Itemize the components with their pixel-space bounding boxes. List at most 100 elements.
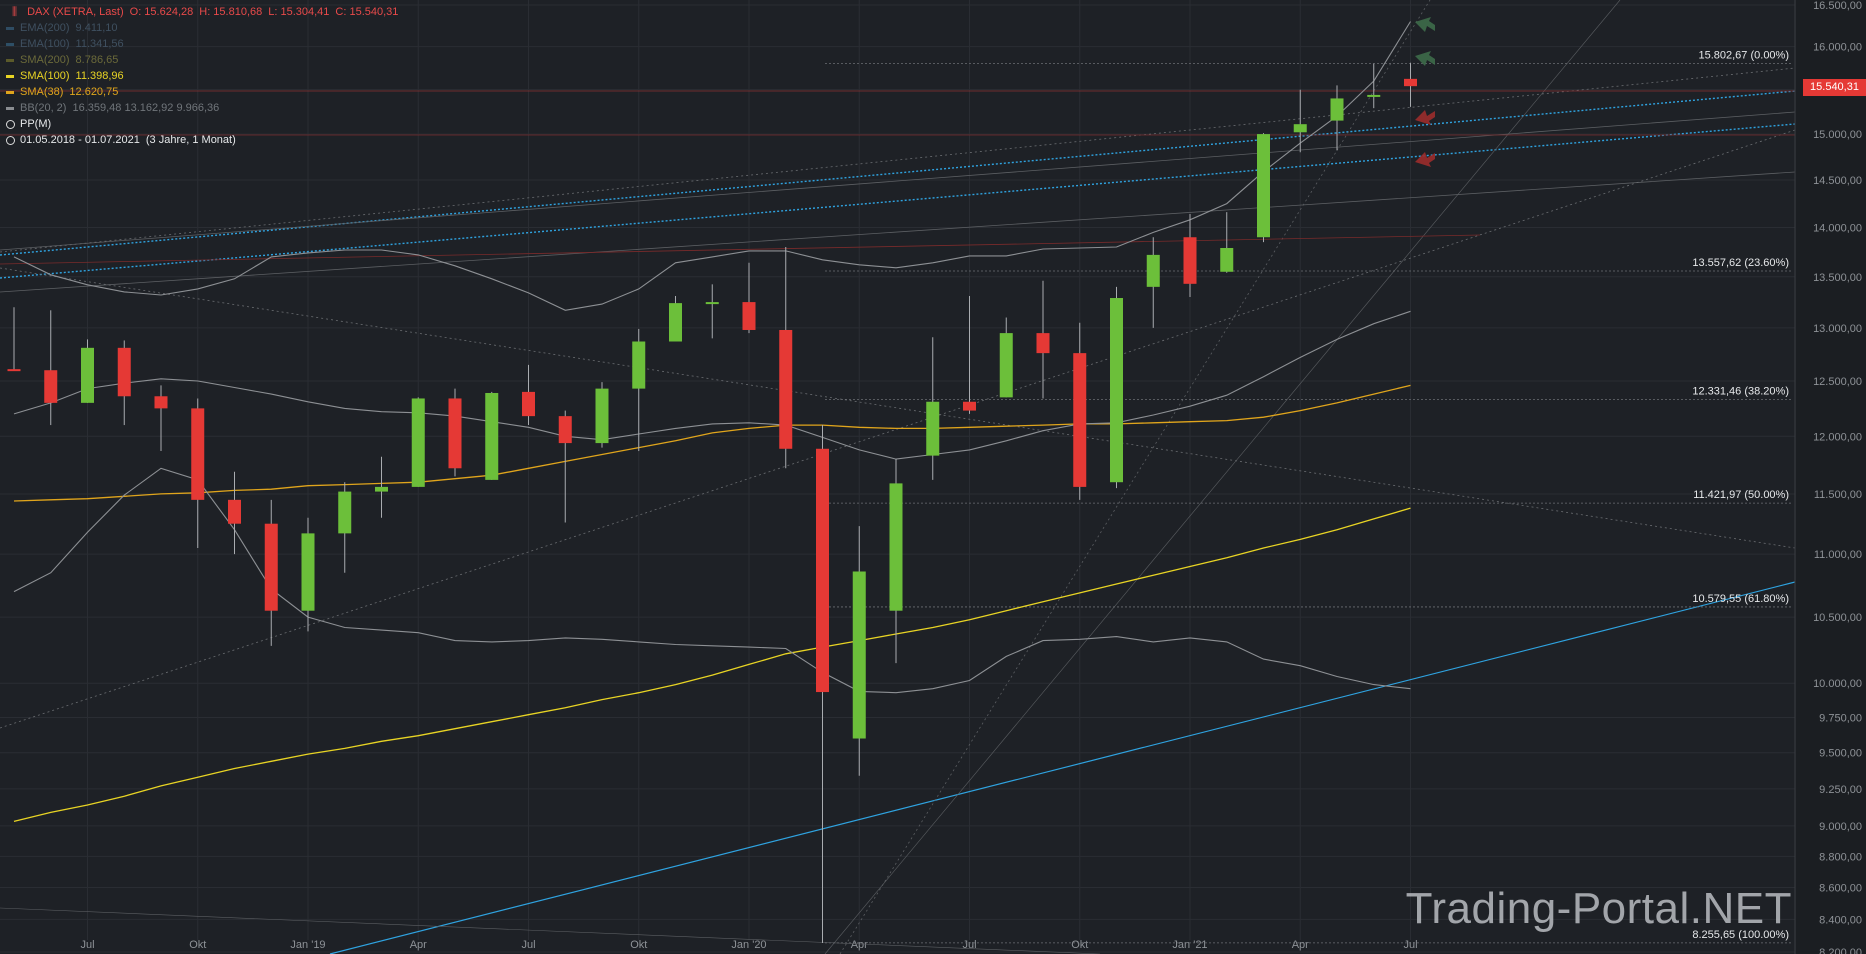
candle [999,317,1013,398]
target-icon [6,119,15,129]
candle-body [816,448,829,693]
trend-line [0,67,1796,253]
candle-body [926,401,940,456]
x-tick-label: Jan '19 [290,939,325,951]
legend-label: SMA(100) [20,70,70,82]
candle [264,499,278,646]
candle-body [44,370,58,403]
candle [1146,237,1160,328]
candle [1367,63,1381,109]
fibonacci-levels: 15.802,67 (0.00%) 13.557,62 (23.60%) 12.33… [825,49,1792,944]
y-tick-label: 16.500,00 [1813,0,1862,12]
chart-legend: ⫼ DAX (XETRA, Last) O: 15.624,28 H: 15.8… [6,4,398,148]
legend-values: 11.398,96 [75,70,124,82]
ohlc-low: L: 15.304,41 [268,6,330,18]
candle [1183,214,1197,297]
candle-body [375,486,388,492]
fibonacci-label: 15.802,67 (0.00%) [1698,49,1789,61]
legend-item[interactable]: 01.05.2018 - 01.07.2021 (3 Jahre, 1 Monat… [6,132,398,148]
legend-label: BB(20, 2) [20,102,67,114]
legend-item[interactable]: SMA(38) 12.620,75 [6,84,398,100]
x-tick-label: Jan '21 [1172,939,1207,951]
candle-body [779,329,793,449]
candle [669,295,682,342]
legend-item[interactable]: SMA(200) 8.786,65 [6,52,398,68]
y-tick-label: 14.000,00 [1813,223,1862,235]
y-tick-label: 12.500,00 [1813,376,1862,388]
fibonacci-label: 12.331,46 (38.20%) [1692,385,1789,397]
candle [1257,133,1270,243]
candle-body [7,369,21,372]
candlestick-series[interactable] [7,62,1418,943]
fibonacci-label: 8.255,65 (100.00%) [1692,929,1789,941]
candle [117,340,131,426]
x-tick-label: Jul [1403,939,1417,951]
candle-body [301,533,315,611]
candle [558,410,572,523]
x-tick-label: Okt [630,939,647,951]
candle-body [1404,78,1417,87]
legend-item[interactable]: PP(M) [6,116,398,132]
y-tick-label: 15.000,00 [1813,129,1862,141]
candle [7,307,21,372]
watermark-logo: Trading-Portal.NET [1405,884,1792,933]
instrument-title[interactable]: DAX (XETRA, Last) [27,6,124,18]
trend-lines [0,0,1796,954]
y-tick-label: 9.750,00 [1819,713,1862,725]
x-tick-label: Okt [189,939,206,951]
candle-body [117,347,131,397]
candle [301,517,315,632]
legend-swatch [6,26,14,30]
sma38-line [13,384,1411,502]
x-tick-label: Jul [962,939,976,951]
candle [889,459,903,664]
candle-body [1293,124,1307,133]
candle-body [1183,237,1197,284]
ohlc-high: H: 15.810,68 [199,6,263,18]
legend-item[interactable]: SMA(100) 11.398,96 [6,68,398,84]
legend-item[interactable]: EMA(100) 11.341,56 [6,36,398,52]
y-tick-label: 16.000,00 [1813,42,1862,54]
candle-body [1367,94,1381,97]
trend-line [839,0,1431,954]
legend-item[interactable]: EMA(200) 9.411,10 [6,20,398,36]
trend-line [824,0,1621,954]
candle-body [669,303,682,342]
signal-arrow-icon [1415,17,1435,32]
signal-arrows [1415,17,1435,167]
trend-line [0,90,1796,256]
candle [1110,286,1123,489]
candle-body [81,347,94,403]
legend-values: 8.786,65 [75,54,119,66]
signal-arrow-icon [1415,110,1435,125]
candle [44,310,58,426]
y-tick-label: 8.600,00 [1819,882,1862,894]
candle [779,247,793,469]
candle-body [742,302,756,330]
candle [1036,280,1050,399]
candle [963,295,976,414]
x-tick-label: Apr [410,939,427,951]
y-tick-label: 11.500,00 [1814,489,1862,501]
candle-body [1220,247,1234,272]
candle-body [1146,254,1160,287]
y-tick-label: 13.000,00 [1813,323,1862,335]
x-tick-label: Okt [1071,939,1088,951]
candle [485,391,499,480]
candle [926,337,940,480]
legend-item[interactable]: BB(20, 2) 16.359,48 13.162,92 9.966,36 [6,100,398,116]
candle-body [1036,333,1050,354]
candle [191,398,205,549]
sma100-line [13,507,1411,823]
price-axis-panel[interactable] [1796,0,1866,954]
trend-line [0,123,1796,279]
candle [816,425,829,943]
trend-line [329,581,1796,954]
candle-body [191,408,205,500]
candle-body [228,499,241,524]
candle-body [522,391,535,417]
candle [1404,62,1417,107]
legend-swatch [6,90,14,94]
y-tick-label: 10.000,00 [1813,678,1862,690]
